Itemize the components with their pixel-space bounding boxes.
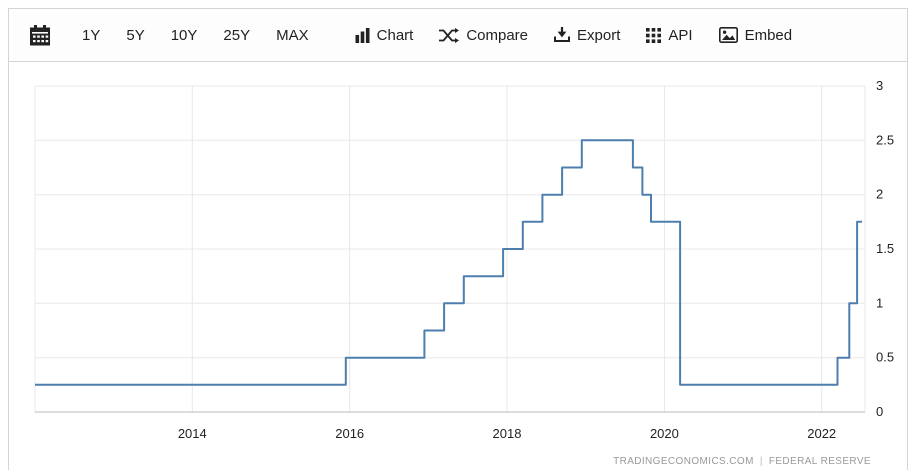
- svg-text:2018: 2018: [493, 426, 522, 441]
- api-button-label: API: [668, 26, 693, 44]
- svg-text:2022: 2022: [807, 426, 836, 441]
- chart-area: 2014 2016 2018 2020 2022 0 0.5 1 1.5 2 2.5 3 TRADIN…: [9, 62, 907, 470]
- download-icon: [554, 27, 571, 42]
- svg-text:1.5: 1.5: [876, 241, 894, 256]
- svg-text:0: 0: [876, 404, 883, 419]
- attribution: TRADINGECONOMICS.COM | FEDERAL RESERVE: [613, 456, 871, 467]
- range-button-max[interactable]: MAX: [263, 20, 322, 51]
- chart-widget: 1Y 5Y 10Y 25Y MAX Chart: [8, 8, 908, 470]
- embed-button[interactable]: Embed: [706, 19, 806, 51]
- range-button-25y[interactable]: 25Y: [210, 20, 263, 51]
- compare-button[interactable]: Compare: [426, 20, 541, 51]
- svg-text:2020: 2020: [650, 426, 679, 441]
- attribution-separator: |: [759, 456, 763, 467]
- api-button[interactable]: API: [633, 20, 705, 51]
- svg-text:2.5: 2.5: [876, 132, 894, 147]
- calendar-button[interactable]: [21, 19, 59, 52]
- image-icon: [718, 27, 738, 43]
- export-button-label: Export: [577, 26, 621, 44]
- chart-canvas[interactable]: 2014 2016 2018 2020 2022 0 0.5 1 1.5 2 2.5 3: [9, 62, 907, 472]
- attribution-provider: FEDERAL RESERVE: [768, 456, 871, 467]
- chart-button[interactable]: Chart: [342, 20, 427, 51]
- calendar-icon: [30, 24, 50, 45]
- svg-text:2016: 2016: [335, 426, 364, 441]
- chart-toolbar: 1Y 5Y 10Y 25Y MAX Chart: [9, 9, 907, 62]
- grid-icon: [646, 27, 662, 43]
- bar-chart-icon: [355, 27, 370, 43]
- svg-text:0.5: 0.5: [876, 350, 894, 365]
- range-button-10y[interactable]: 10Y: [158, 20, 211, 51]
- interest-rate-step-line-chart[interactable]: 2014 2016 2018 2020 2022 0 0.5 1 1.5 2 2.5 3: [9, 62, 907, 467]
- chart-button-label: Chart: [376, 26, 414, 44]
- attribution-source: TRADINGECONOMICS.COM: [613, 456, 754, 467]
- export-button[interactable]: Export: [541, 19, 633, 51]
- compare-button-label: Compare: [466, 26, 529, 44]
- range-button-5y[interactable]: 5Y: [113, 20, 157, 51]
- range-button-1y[interactable]: 1Y: [69, 20, 113, 51]
- svg-text:1: 1: [876, 295, 883, 310]
- svg-text:3: 3: [876, 78, 883, 93]
- embed-button-label: Embed: [744, 26, 793, 44]
- svg-text:2014: 2014: [178, 426, 207, 441]
- svg-text:2: 2: [876, 187, 883, 202]
- compare-arrows-icon: [439, 27, 460, 43]
- toolbar-action-group: Chart Compare E: [342, 19, 805, 51]
